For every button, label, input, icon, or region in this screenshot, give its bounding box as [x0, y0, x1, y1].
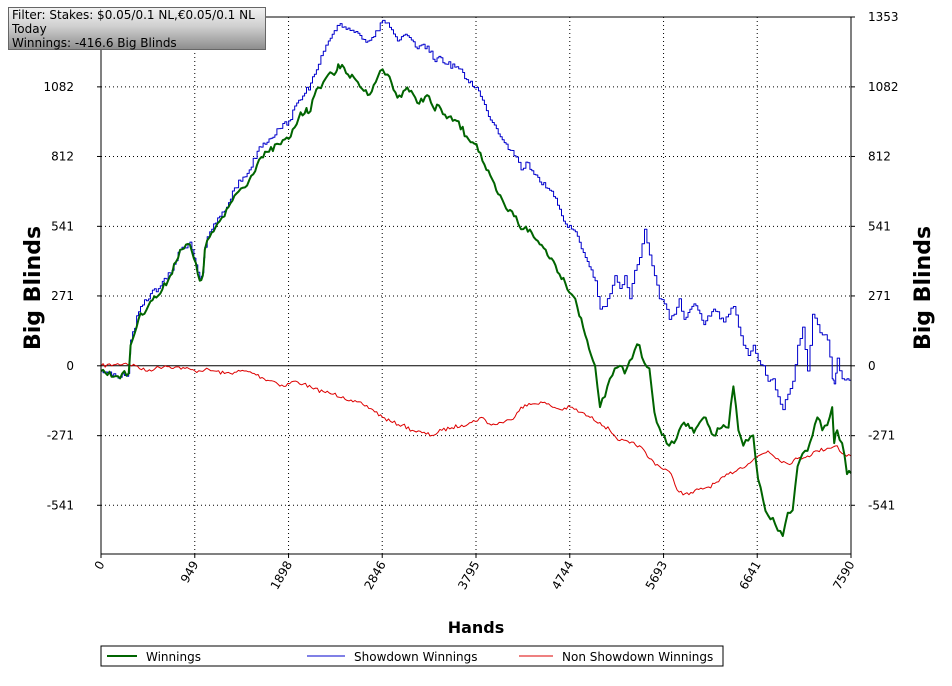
- x-axis-label: Hands: [448, 618, 505, 637]
- filter-text: Filter: Stakes: $0.05/0.1 NL,€0.05/0.1 N…: [12, 8, 255, 22]
- legend-item-non-showdown: Non Showdown Winnings: [519, 650, 713, 664]
- legend-item-winnings: Winnings: [107, 650, 201, 664]
- tick-layer: 0 949 1898 2846 3795 4744 5693 6641 759010828125…: [43, 10, 898, 592]
- filter-info-box: Filter: Stakes: $0.05/0.1 NL,€0.05/0.1 N…: [8, 7, 266, 50]
- y-tick-label-right: 271: [868, 289, 891, 303]
- y-tick-label-right: 0: [868, 359, 876, 373]
- series-line-winnings: [100, 63, 852, 537]
- series-layer: [100, 19, 852, 537]
- y-tick-label-right: 1353: [868, 10, 899, 24]
- y-tick-label-left: 0: [66, 359, 74, 373]
- legend-box: [100, 645, 724, 667]
- series-line-showdown: [101, 19, 852, 411]
- y-tick-label-left: -271: [47, 429, 74, 443]
- legend-item-showdown: Showdown Winnings: [307, 650, 478, 664]
- y-tick-label-left: 541: [51, 219, 74, 233]
- y-tick-label-right: 812: [868, 149, 891, 163]
- y-tick-label-left: 271: [51, 289, 74, 303]
- grid: [101, 17, 851, 554]
- period-text: Today: [12, 22, 47, 36]
- y-tick-label-right: 1082: [868, 80, 899, 94]
- legend-label-non-showdown: Non Showdown Winnings: [562, 650, 713, 664]
- winnings-summary-text: Winnings: -416.6 Big Blinds: [12, 36, 177, 50]
- series-line-non-showdown: [100, 362, 852, 496]
- legend-label-showdown: Showdown Winnings: [354, 650, 478, 664]
- y-tick-label-right: 541: [868, 219, 891, 233]
- y-tick-label-left: 812: [51, 149, 74, 163]
- legend: Winnings Showdown Winnings Non Showdown …: [100, 645, 724, 667]
- y-tick-label-left: -541: [47, 498, 74, 512]
- y-axis-label-right: Big Blinds: [911, 226, 936, 350]
- y-tick-label-right: -271: [868, 429, 895, 443]
- y-axis-label-left: Big Blinds: [21, 226, 46, 350]
- y-tick-label-right: -541: [868, 498, 895, 512]
- legend-label-winnings: Winnings: [146, 650, 201, 664]
- y-tick-label-left: 1082: [43, 80, 74, 94]
